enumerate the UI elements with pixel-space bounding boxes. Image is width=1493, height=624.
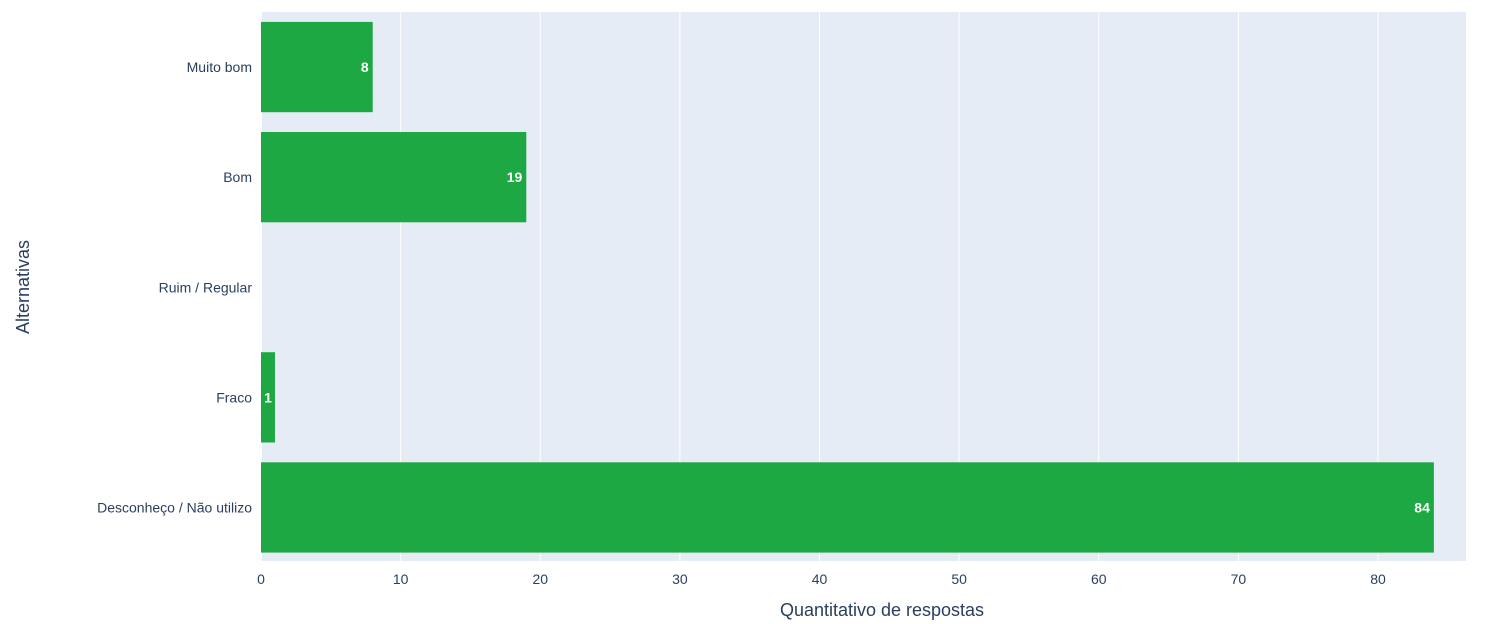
- x-tick-label: 60: [1091, 571, 1107, 587]
- bar: [261, 462, 1434, 553]
- bar-labels: 8 19 1 84: [264, 59, 1430, 515]
- bar-value-label: 19: [507, 169, 523, 185]
- x-tick-label: 20: [532, 571, 548, 587]
- bar: [261, 21, 373, 113]
- y-tick-label: Ruim / Regular: [159, 279, 253, 295]
- y-axis-tick-labels: Muito bom Bom Ruim / Regular Fraco Desconheç…: [97, 59, 252, 515]
- bars: [261, 21, 1434, 553]
- bar-value-label: 84: [1414, 499, 1430, 515]
- bar-value-label: 8: [361, 59, 369, 75]
- x-tick-label: 40: [812, 571, 828, 587]
- y-tick-label: Fraco: [216, 389, 252, 405]
- bar: [261, 132, 527, 223]
- bar: [261, 352, 275, 443]
- y-tick-label: Bom: [223, 169, 252, 185]
- x-tick-label: 50: [951, 571, 967, 587]
- y-tick-label: Desconheço / Não utilizo: [97, 499, 252, 515]
- x-axis-tick-labels: 0 10 20 30 40 50 60 70 80: [257, 571, 1386, 587]
- x-tick-label: 70: [1231, 571, 1247, 587]
- x-tick-label: 10: [393, 571, 409, 587]
- x-tick-label: 80: [1370, 571, 1386, 587]
- x-tick-label: 0: [257, 571, 265, 587]
- y-axis-title: Alternativas: [13, 240, 33, 334]
- x-tick-label: 30: [672, 571, 688, 587]
- x-axis-title: Quantitativo de respostas: [780, 600, 984, 620]
- y-tick-label: Muito bom: [187, 59, 252, 75]
- bar-value-label: 1: [264, 389, 272, 405]
